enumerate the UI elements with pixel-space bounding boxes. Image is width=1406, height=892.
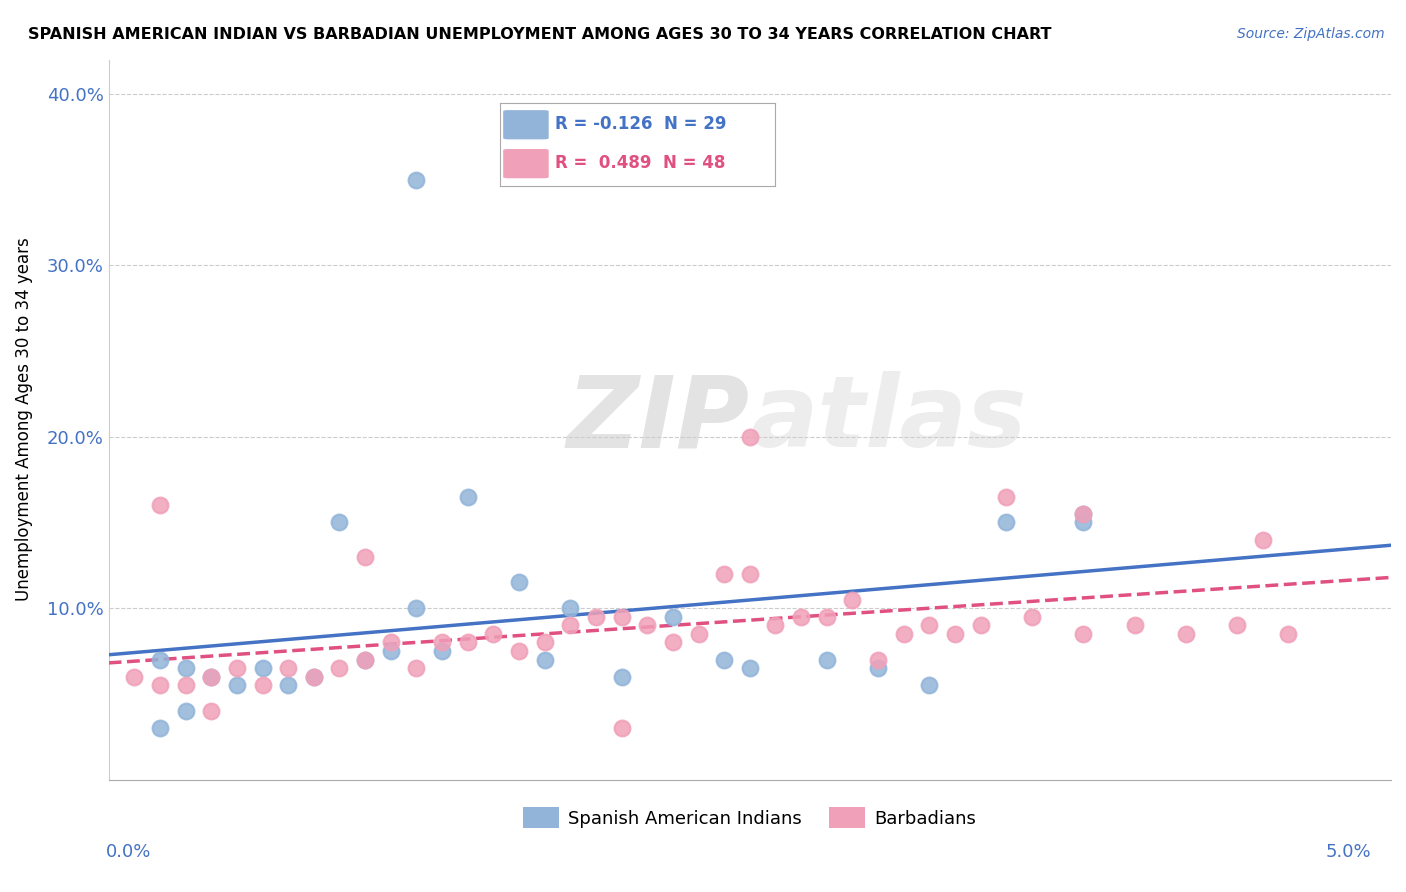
Point [995,490,1018,504]
Point [405,601,427,615]
Point [252,678,274,692]
Text: ZIP: ZIP [567,371,749,468]
Point [200,670,222,684]
Point [815,609,838,624]
Point [918,678,941,692]
Point [149,721,172,735]
Point [174,704,197,718]
Point [302,670,325,684]
Point [1021,609,1043,624]
Point [533,635,555,649]
Point [380,635,402,649]
Point [868,652,890,666]
Point [354,652,377,666]
Y-axis label: Unemployment Among Ages 30 to 34 years: Unemployment Among Ages 30 to 34 years [15,238,32,601]
Point [765,618,787,632]
Point [1123,618,1146,632]
Point [713,652,735,666]
Point [533,652,555,666]
Point [790,609,813,624]
Point [328,516,350,530]
Legend: Spanish American Indians, Barbadians: Spanish American Indians, Barbadians [516,800,984,836]
Point [302,670,325,684]
Point [277,661,299,675]
Point [868,661,890,675]
Text: SPANISH AMERICAN INDIAN VS BARBADIAN UNEMPLOYMENT AMONG AGES 30 TO 34 YEARS CORR: SPANISH AMERICAN INDIAN VS BARBADIAN UNE… [28,27,1052,42]
Point [1071,516,1094,530]
Point [277,678,299,692]
Point [225,661,247,675]
Point [149,652,172,666]
Text: 0.0%: 0.0% [105,843,150,861]
Point [688,627,710,641]
Point [995,516,1018,530]
Point [354,652,377,666]
Point [149,678,172,692]
Point [1071,507,1094,521]
Point [713,566,735,581]
Point [560,601,582,615]
Point [560,618,582,632]
Point [354,549,377,564]
Point [200,704,222,718]
Point [610,609,633,624]
Point [457,635,479,649]
Text: atlas: atlas [749,371,1026,468]
Point [1174,627,1197,641]
Point [430,635,453,649]
Point [174,678,197,692]
Point [610,721,633,735]
Point [662,635,685,649]
Point [482,627,505,641]
Point [252,661,274,675]
Point [918,618,941,632]
Point [225,678,247,692]
Point [1071,507,1094,521]
Point [200,670,222,684]
Point [1251,533,1274,547]
Point [1277,627,1299,641]
Point [149,499,172,513]
Point [508,575,530,590]
Point [636,618,658,632]
Text: 5.0%: 5.0% [1326,843,1371,861]
Point [969,618,991,632]
Point [738,430,761,444]
Point [1226,618,1249,632]
Point [1071,627,1094,641]
Text: Source: ZipAtlas.com: Source: ZipAtlas.com [1237,27,1385,41]
Point [610,670,633,684]
Point [122,670,145,684]
Point [662,609,685,624]
Point [380,644,402,658]
Point [430,644,453,658]
Point [457,490,479,504]
Point [405,172,427,186]
Point [738,661,761,675]
Point [943,627,966,641]
Point [405,661,427,675]
Point [585,609,607,624]
Point [893,627,915,641]
Point [508,644,530,658]
Point [174,661,197,675]
Point [815,652,838,666]
Point [738,566,761,581]
Point [841,592,863,607]
Point [328,661,350,675]
